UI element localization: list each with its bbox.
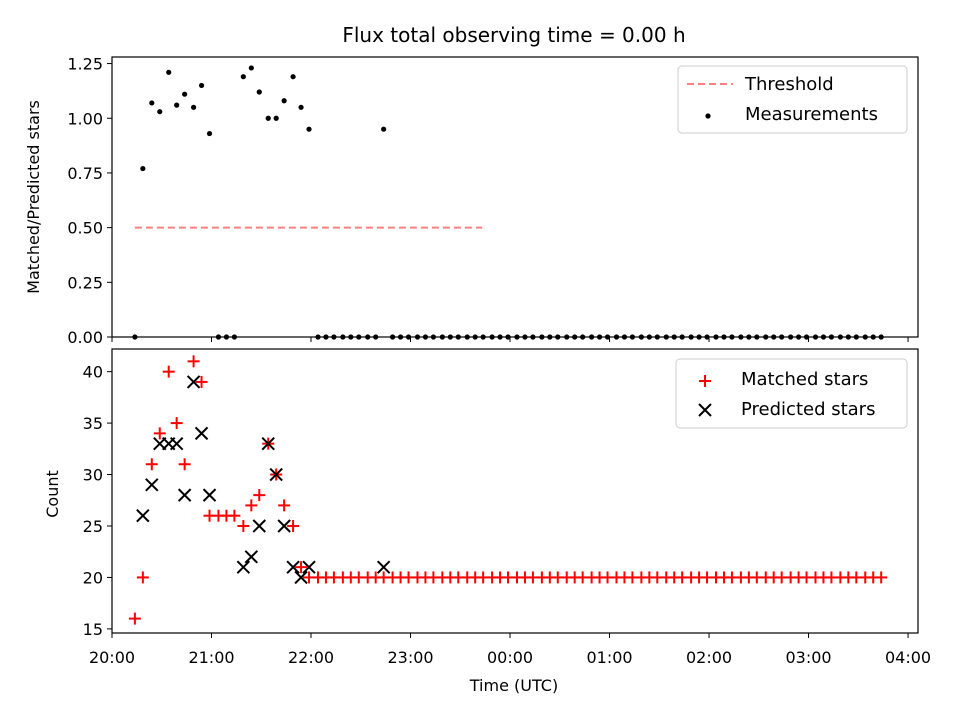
bottom-x-tick-label: 04:00 [885,648,931,667]
bottom-x-tick-label: 01:00 [586,648,632,667]
bottom-x-axis-label: Time (UTC) [469,676,558,695]
top-y-tick-label: 0.75 [67,164,103,183]
matched-star-point [295,561,308,574]
bottom-x-ticks: 20:00 21:00 22:00 23:00 00:00 01:00 02:00 03:00… [89,633,931,667]
predicted-star-point [302,560,316,574]
top-y-tick-label: 0.50 [67,219,103,238]
bottom-y-tick-label: 20 [83,568,103,587]
bottom-y-axis-label: Count [43,470,62,518]
predicted-star-point [136,508,150,523]
top-axes-frame [111,56,919,338]
matched-star-point [237,519,250,532]
bottom-y-tick-label: 15 [83,620,103,639]
predicted-legend-swatch [698,403,712,417]
measurement-point [381,126,387,132]
threshold-legend-label: Threshold [744,74,834,95]
measurement-point [182,91,188,97]
predicted-star-point [145,478,159,492]
measurements-legend-label: Measurements [745,104,878,125]
bottom-x-tick-label: 03:00 [785,648,831,667]
predicted-star-point [194,426,209,441]
measurement-point [273,115,279,121]
matched-star-point [287,519,300,532]
matched-legend-swatch [699,375,711,387]
matched-star-point [228,509,241,522]
predicted-star-point [277,519,291,533]
measurement-point [166,69,172,75]
matched-star-point [153,427,166,440]
measurement-point [240,74,246,80]
predicted-star-point [294,570,308,585]
predicted-star-point [269,467,283,482]
measurements-legend-swatch [705,113,711,119]
matched-star-point [195,375,208,388]
measurement-point [206,130,213,137]
matched-star-point [278,499,291,512]
measurement-point [256,89,262,95]
top-y-tick-label: 1.00 [67,109,103,128]
predicted-star-point [202,488,217,502]
matched-star-point [128,612,141,625]
bottom-panel: Count 15 20 25 30 35 40 20:00 21:00 22:00 23:00 0… [43,348,931,695]
top-legend: Threshold Measurements [677,65,908,134]
bottom-y-tick-label: 40 [83,363,103,382]
bottom-axes-frame [111,348,919,634]
measurement-point [265,115,271,121]
predicted-star-point [244,550,259,564]
predicted-star-point [177,488,192,502]
bottom-x-tick-label: 21:00 [188,648,234,667]
bottom-y-tick-label: 25 [83,517,103,536]
bottom-legend: Matched stars Predicted stars [675,358,908,429]
top-x-ticks [111,337,909,342]
matched-star-point [245,499,258,512]
predicted-star-point [169,436,184,451]
matched-star-point [170,417,183,430]
top-panel: Flux total observing time = 0.00 h Match… [24,23,919,347]
predicted-star-point [236,560,251,574]
top-y-tick-label: 1.25 [67,55,103,74]
predicted-star-point [286,560,300,574]
matched-star-point [145,458,158,471]
top-y-tick-label: 0.25 [67,273,103,292]
bottom-x-tick-label: 22:00 [288,648,334,667]
bottom-y-ticks: 15 20 25 30 35 40 [83,363,112,639]
measurement-point [281,98,287,104]
measurement-point [306,126,312,132]
measurement-point [190,104,197,110]
matched-star-point [162,365,175,378]
predicted-star-point [186,375,201,389]
bottom-plot-area [128,355,888,625]
bottom-y-tick-label: 35 [83,414,103,433]
measurement-point [140,165,146,172]
top-y-ticks: 0.00 0.25 0.50 0.75 1.00 1.25 [67,55,112,347]
bottom-x-tick-label: 23:00 [387,648,433,667]
top-y-axis-label: Matched/Predicted stars [24,100,43,294]
matched-star-point [253,489,266,502]
top-y-tick-label: 0.00 [67,328,103,347]
bottom-x-tick-label: 00:00 [487,648,533,667]
predicted-star-point [376,560,391,574]
predicted-star-point [261,436,275,451]
bottom-y-tick-label: 30 [83,466,103,485]
bottom-x-tick-label: 02:00 [686,648,732,667]
top-chart-title: Flux total observing time = 0.00 h [342,23,685,47]
measurement-point [198,82,205,89]
measurement-point [248,65,254,71]
matched-star-point [875,571,888,584]
measurement-point [149,100,155,106]
measurement-point [298,104,304,110]
measurement-point [157,109,163,115]
predicted-star-point [252,519,266,533]
bottom-x-tick-label: 20:00 [89,648,135,667]
top-legend-box [677,65,908,134]
bottom-legend-box [675,358,908,429]
measurement-point [290,74,296,80]
measurement-point [174,102,180,108]
matched-star-point [178,458,191,471]
matched-star-point [187,355,200,368]
matched-star-point [136,571,149,584]
predicted-legend-label: Predicted stars [741,399,875,420]
matched-legend-label: Matched stars [741,369,868,390]
